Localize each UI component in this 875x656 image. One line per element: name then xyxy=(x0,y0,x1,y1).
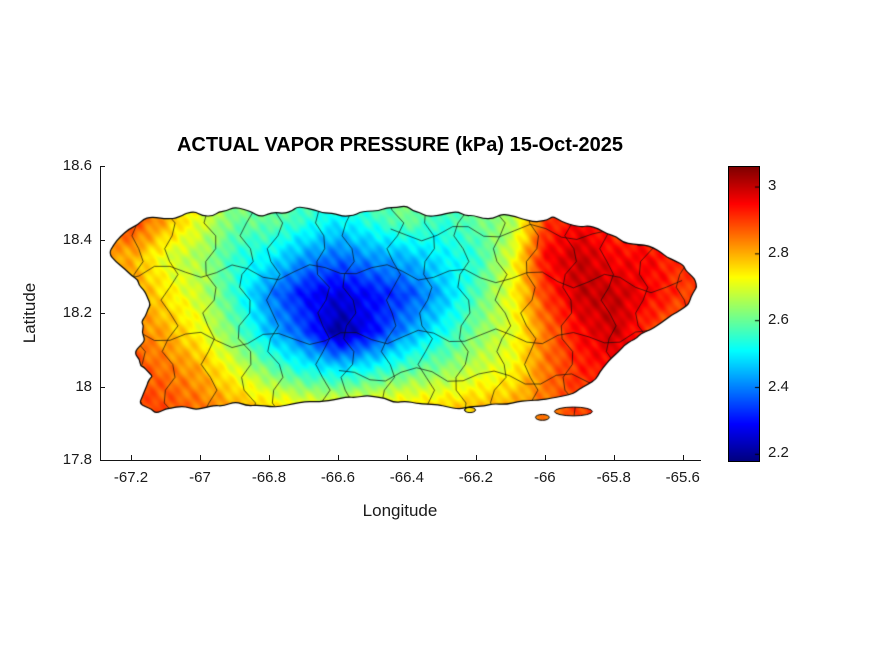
x-tick-label: -65.8 xyxy=(596,469,631,486)
x-tick-label: -65.6 xyxy=(665,469,700,486)
y-tick-label: 17.8 xyxy=(62,451,92,468)
x-tick-mark xyxy=(200,455,201,460)
x-tick-label: -66.4 xyxy=(389,469,424,486)
plot-area xyxy=(100,166,701,461)
x-tick-label: -67 xyxy=(189,469,211,486)
y-tick-label: 18 xyxy=(75,377,92,395)
y-tick-mark xyxy=(100,239,105,241)
x-tick-mark xyxy=(544,455,546,460)
colorbar-tick-label: 3 xyxy=(768,177,777,195)
x-axis-label: Longitude xyxy=(362,501,438,520)
y-tick-mark xyxy=(100,460,105,461)
colorbar-tick-label: 2.4 xyxy=(768,377,789,395)
x-tick-mark xyxy=(613,455,615,460)
x-tick-label: -66.6 xyxy=(320,469,356,486)
y-tick-mark xyxy=(100,386,105,388)
x-tick-mark xyxy=(475,455,477,460)
colorbar-tick-label: 2.6 xyxy=(768,310,789,328)
x-tick-label: -67.2 xyxy=(113,469,149,486)
y-tick-mark xyxy=(100,313,105,314)
x-tick-mark xyxy=(682,455,684,460)
colorbar xyxy=(728,166,760,462)
x-tick-label: -66.8 xyxy=(251,469,287,486)
colorbar-tick-label: 2.8 xyxy=(768,243,789,261)
y-tick-label: 18.4 xyxy=(62,230,92,248)
x-tick-label: -66.2 xyxy=(458,469,493,486)
chart-title: ACTUAL VAPOR PRESSURE (kPa) 15-Oct-2025 xyxy=(176,134,624,156)
y-tick-label: 18.6 xyxy=(62,157,92,174)
x-tick-mark xyxy=(268,455,270,460)
x-tick-mark xyxy=(406,455,408,460)
x-tick-label: -66 xyxy=(533,469,556,486)
colorbar-tick-label: 2.2 xyxy=(768,444,789,462)
heatmap-canvas xyxy=(101,166,701,460)
x-tick-mark xyxy=(131,455,133,460)
y-tick-mark xyxy=(100,166,105,167)
x-tick-mark xyxy=(337,455,339,460)
y-tick-label: 18.2 xyxy=(62,304,92,321)
